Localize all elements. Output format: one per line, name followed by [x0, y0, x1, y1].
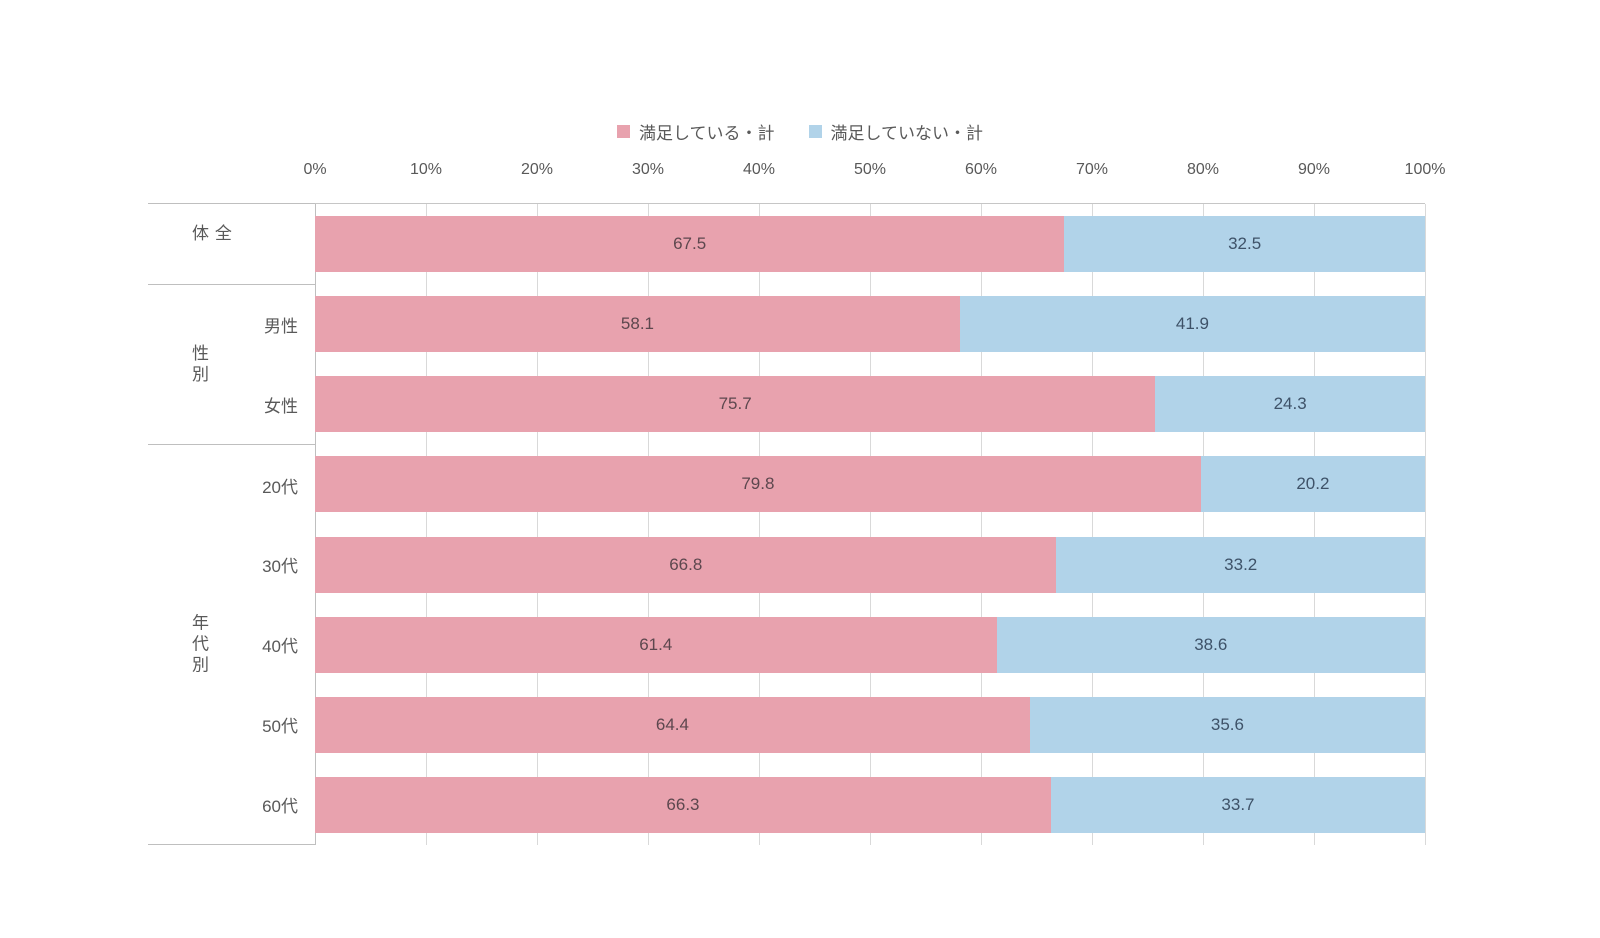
- data-label: 66.8: [669, 554, 703, 574]
- stacked-bar: 75.7 24.3: [315, 376, 1425, 433]
- bar-row-female: 75.7 24.3: [315, 364, 1425, 444]
- stacked-bar: 61.4 38.6: [315, 616, 1425, 673]
- bar-segment-unsatisfied: 38.6: [996, 616, 1425, 673]
- data-label: 67.5: [673, 234, 707, 254]
- bar-row-40s: 61.4 38.6: [315, 605, 1425, 685]
- legend-label-unsatisfied: 満足していない・計: [830, 124, 984, 143]
- stacked-bar: 64.4 35.6: [315, 696, 1425, 753]
- bar-row-50s: 64.4 35.6: [315, 685, 1425, 765]
- bar-segment-satisfied: 67.5: [315, 216, 1065, 273]
- bar-row-overall: 67.5 32.5: [315, 204, 1425, 284]
- gridline: [1092, 204, 1093, 845]
- category-label-30s: 30代: [262, 557, 298, 577]
- data-label: 33.2: [1224, 554, 1258, 574]
- category-axis: 全体 性別 男性 女性 年代別 20代 30代 40代 50代 60代: [148, 203, 315, 845]
- category-label-20s: 20代: [262, 477, 298, 497]
- bar-segment-satisfied: 75.7: [315, 376, 1156, 433]
- axis-tick: 90%: [1297, 161, 1331, 178]
- bar-segment-unsatisfied: 33.7: [1050, 776, 1425, 833]
- bar-segment-unsatisfied: 33.2: [1056, 536, 1425, 593]
- bar-segment-unsatisfied: 35.6: [1029, 696, 1425, 753]
- legend-swatch-satisfied-icon: [617, 125, 630, 138]
- bar-row-20s: 79.8 20.2: [315, 444, 1425, 524]
- bar-row-30s: 66.8 33.2: [315, 525, 1425, 605]
- data-label: 79.8: [741, 474, 775, 494]
- data-label: 33.7: [1221, 794, 1255, 814]
- gridline: [870, 204, 871, 845]
- data-label: 24.3: [1273, 394, 1307, 414]
- bar-segment-satisfied: 66.3: [315, 776, 1051, 833]
- category-group-label: 性別: [188, 343, 208, 386]
- gridline: [1203, 204, 1204, 845]
- stacked-bar: 66.8 33.2: [315, 536, 1425, 593]
- axis-tick: 80%: [1186, 161, 1220, 178]
- bar-segment-unsatisfied: 32.5: [1064, 216, 1425, 273]
- category-label-male: 男性: [264, 317, 298, 337]
- data-label: 20.2: [1296, 474, 1330, 494]
- category-label-40s: 40代: [262, 637, 298, 657]
- axis-tick: 30%: [631, 161, 665, 178]
- category-group-label: 全体: [188, 223, 231, 245]
- bar-row-male: 58.1 41.9: [315, 284, 1425, 364]
- category-label-60s: 60代: [262, 796, 298, 816]
- data-label: 75.7: [718, 394, 752, 414]
- stacked-bar: 66.3 33.7: [315, 776, 1425, 833]
- gridline: [1425, 204, 1426, 845]
- bar-segment-satisfied: 61.4: [315, 616, 997, 673]
- gridline: [537, 204, 538, 845]
- data-label: 32.5: [1228, 234, 1262, 254]
- data-label: 58.1: [620, 314, 654, 334]
- gridline: [315, 204, 316, 845]
- category-sublabels: 男性 女性: [148, 285, 315, 445]
- bar-segment-unsatisfied: 24.3: [1155, 376, 1425, 433]
- category-label-female: 女性: [264, 396, 298, 416]
- legend-swatch-unsatisfied-icon: [808, 125, 822, 138]
- category-sublabels: 20代 30代 40代 50代 60代: [148, 445, 315, 844]
- bar-segment-unsatisfied: 41.9: [959, 296, 1425, 353]
- legend-item-satisfied: 満足している・計: [617, 119, 775, 144]
- axis-tick: 10%: [409, 161, 443, 178]
- data-label: 38.6: [1194, 634, 1228, 654]
- axis-tick: 50%: [853, 161, 887, 178]
- axis-tick: 100%: [1404, 161, 1446, 178]
- stacked-bar: 79.8 20.2: [315, 456, 1425, 513]
- bar-segment-satisfied: 58.1: [315, 296, 960, 353]
- gridline: [981, 204, 982, 845]
- axis-tick: 60%: [964, 161, 998, 178]
- data-label: 64.4: [655, 714, 689, 734]
- x-axis: 0% 10% 20% 30% 40% 50% 60% 70% 80% 90% 1…: [303, 161, 1445, 185]
- gridline: [759, 204, 760, 845]
- category-group-label: 年代別: [188, 613, 208, 677]
- gridline: [1314, 204, 1315, 845]
- legend-item-unsatisfied: 満足していない・計: [808, 119, 984, 144]
- bar-rows: 67.5 32.5 58.1 41.9 75.7 24.3 79.8: [315, 204, 1425, 845]
- bar-segment-satisfied: 66.8: [315, 536, 1057, 593]
- bar-row-60s: 66.3 33.7: [315, 765, 1425, 845]
- axis-tick: 0%: [303, 161, 327, 178]
- data-label: 66.3: [666, 794, 700, 814]
- category-group-overall: 全体: [148, 204, 315, 285]
- stacked-bar: 67.5 32.5: [315, 216, 1425, 273]
- data-label: 61.4: [639, 634, 673, 654]
- bar-segment-satisfied: 79.8: [315, 456, 1201, 513]
- axis-tick: 20%: [520, 161, 554, 178]
- bar-segment-unsatisfied: 20.2: [1200, 456, 1425, 513]
- category-label-50s: 50代: [262, 716, 298, 736]
- gridline: [426, 204, 427, 845]
- legend-label-satisfied: 満足している・計: [639, 124, 775, 143]
- legend: 満足している・計 満足していない・計: [0, 119, 1600, 144]
- category-group-age: 年代別 20代 30代 40代 50代 60代: [148, 445, 315, 844]
- plot-area: 67.5 32.5 58.1 41.9 75.7 24.3 79.8: [315, 203, 1426, 845]
- axis-tick: 70%: [1075, 161, 1109, 178]
- gridline: [648, 204, 649, 845]
- bar-segment-satisfied: 64.4: [315, 696, 1030, 753]
- data-label: 41.9: [1175, 314, 1209, 334]
- data-label: 35.6: [1210, 714, 1244, 734]
- stacked-bar: 58.1 41.9: [315, 296, 1425, 353]
- category-group-gender: 性別 男性 女性: [148, 285, 315, 446]
- axis-tick: 40%: [742, 161, 776, 178]
